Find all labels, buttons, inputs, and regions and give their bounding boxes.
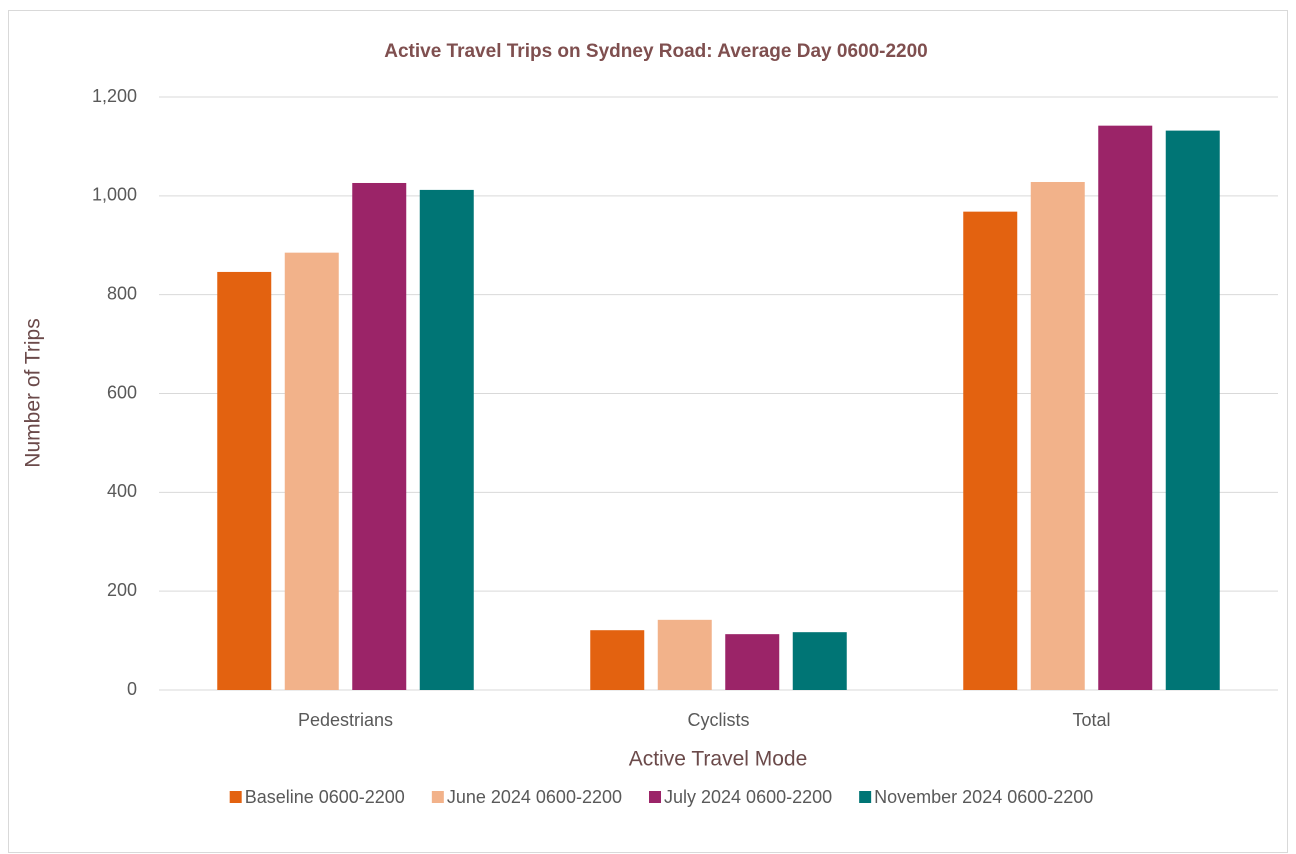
y-tick-label: 200 xyxy=(107,580,137,600)
legend-swatch xyxy=(229,791,242,803)
legend-label: June 2024 0600-2200 xyxy=(447,787,622,807)
bar xyxy=(352,182,407,691)
x-tick-label: Total xyxy=(1072,710,1110,730)
bar xyxy=(217,271,272,690)
y-tick-label: 1,000 xyxy=(92,185,137,205)
legend-swatch xyxy=(431,791,444,803)
legend-label: Baseline 0600-2200 xyxy=(245,787,405,807)
legend-label: July 2024 0600-2200 xyxy=(664,787,832,807)
y-tick-label: 600 xyxy=(107,382,137,402)
y-tick-label: 0 xyxy=(127,679,137,699)
bar xyxy=(792,632,847,690)
bar xyxy=(657,619,712,690)
bar xyxy=(1165,130,1220,690)
y-axis-title: Number of Trips xyxy=(22,318,45,467)
x-axis-title: Active Travel Mode xyxy=(629,748,808,771)
bar xyxy=(284,252,339,690)
bar xyxy=(419,189,474,691)
x-tick-label: Pedestrians xyxy=(298,710,393,730)
legend-swatch xyxy=(859,791,872,803)
bar xyxy=(590,630,645,690)
y-tick-label: 1,200 xyxy=(92,86,137,106)
legend-swatch xyxy=(649,791,662,803)
bar xyxy=(725,634,780,690)
chart-title: Active Travel Trips on Sydney Road: Aver… xyxy=(384,41,928,62)
bar xyxy=(1098,125,1153,690)
legend-label: November 2024 0600-2200 xyxy=(874,787,1093,807)
x-tick-label: Cyclists xyxy=(688,710,750,730)
y-tick-label: 800 xyxy=(107,283,137,303)
bar xyxy=(963,211,1018,690)
bar xyxy=(1030,181,1085,690)
y-tick-label: 400 xyxy=(107,481,137,501)
